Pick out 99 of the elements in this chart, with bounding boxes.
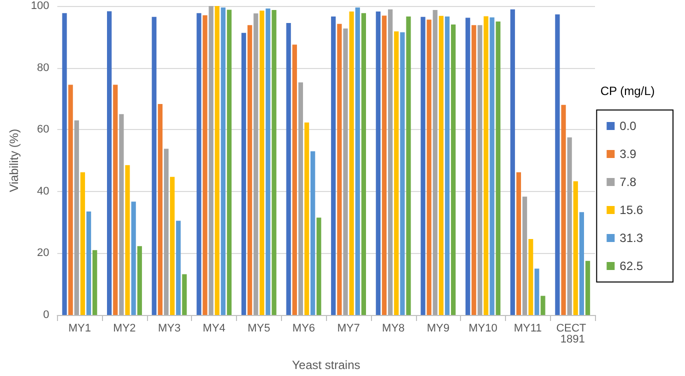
bar <box>361 13 366 315</box>
bar <box>450 24 456 315</box>
bar <box>420 16 426 315</box>
bar <box>152 16 156 315</box>
bar <box>432 10 438 315</box>
bar <box>286 22 291 315</box>
bar <box>68 84 73 315</box>
bar <box>196 13 202 315</box>
bar <box>484 16 488 315</box>
bar <box>490 17 494 315</box>
bar <box>158 104 163 315</box>
bar <box>80 172 86 315</box>
bar <box>220 8 226 315</box>
bar <box>472 25 476 315</box>
x-tick-label: MY11 <box>514 322 542 334</box>
bar <box>208 6 214 315</box>
bar <box>388 9 393 315</box>
bar <box>247 25 252 315</box>
bar <box>534 268 540 315</box>
bar <box>382 16 387 315</box>
bar <box>272 10 276 315</box>
x-tick-label: MY9 <box>426 322 450 334</box>
bar <box>106 11 112 315</box>
bar <box>119 114 124 315</box>
legend-label: 31.3 <box>620 231 644 245</box>
bar <box>567 137 572 315</box>
bar <box>465 18 470 315</box>
bar <box>400 32 405 315</box>
bar <box>555 14 560 315</box>
bar <box>444 16 450 315</box>
bar <box>579 212 584 315</box>
bar <box>125 165 130 315</box>
legend-label: 0.0 <box>620 119 637 133</box>
bar <box>86 211 92 315</box>
y-tick-label: 20 <box>37 247 50 260</box>
bar <box>214 6 220 315</box>
bar <box>254 13 258 315</box>
x-axis-title: Yeast strains <box>292 358 360 372</box>
bar <box>202 15 208 315</box>
bar <box>343 28 348 315</box>
bar <box>316 218 322 315</box>
legend-label: 15.6 <box>620 203 644 217</box>
bar <box>349 12 354 315</box>
bar <box>516 172 522 315</box>
bar <box>510 9 515 315</box>
bar <box>528 238 534 315</box>
bar <box>355 8 360 315</box>
bar <box>298 82 304 315</box>
bar <box>426 20 432 315</box>
bar <box>304 122 310 315</box>
bar <box>573 181 578 315</box>
y-axis-title: Viability (%) <box>7 128 21 192</box>
bar <box>92 250 98 315</box>
bar <box>561 104 566 315</box>
x-tick-label: MY7 <box>337 322 360 334</box>
bar <box>226 10 232 315</box>
bar <box>74 120 79 315</box>
bar <box>241 32 246 315</box>
bar <box>376 12 381 315</box>
x-tick-label: CECT 1891 <box>556 322 589 346</box>
x-tick-label: MY6 <box>292 322 316 334</box>
legend-label: 3.9 <box>620 147 637 161</box>
bar <box>337 24 342 315</box>
legend-title: CP (mg/L) <box>600 84 655 98</box>
bar <box>164 148 169 315</box>
x-tick-label: MY3 <box>158 322 181 334</box>
y-tick-label: 60 <box>37 124 50 136</box>
y-tick-label: 80 <box>37 62 50 74</box>
bar <box>131 202 136 315</box>
bar <box>331 16 336 315</box>
bar <box>62 13 67 315</box>
bar <box>170 176 175 315</box>
bar <box>292 44 297 315</box>
x-tick-label: MY10 <box>468 322 498 334</box>
bar <box>310 151 316 315</box>
x-tick-label: MY8 <box>382 322 405 334</box>
x-tick-label: MY1 <box>68 322 91 334</box>
bar <box>137 246 142 315</box>
bar <box>406 16 411 315</box>
bar <box>522 196 528 315</box>
bar <box>176 220 181 315</box>
bar <box>496 21 500 315</box>
bar <box>394 31 399 315</box>
x-tick-label: MY5 <box>248 322 270 334</box>
x-tick-label: MY4 <box>202 322 226 334</box>
bar <box>113 84 118 315</box>
y-tick-label: 100 <box>30 0 50 12</box>
bar <box>438 16 444 315</box>
y-tick-label: 0 <box>43 309 50 321</box>
legend-label: 7.8 <box>620 175 637 189</box>
bar <box>585 260 590 315</box>
bar <box>182 274 187 315</box>
bar <box>266 8 270 315</box>
legend-label: 62.5 <box>620 259 644 273</box>
bar <box>478 25 482 315</box>
bar <box>540 296 546 315</box>
bar <box>260 10 264 315</box>
y-tick-label: 40 <box>37 185 50 198</box>
x-tick-label: MY2 <box>113 322 136 334</box>
